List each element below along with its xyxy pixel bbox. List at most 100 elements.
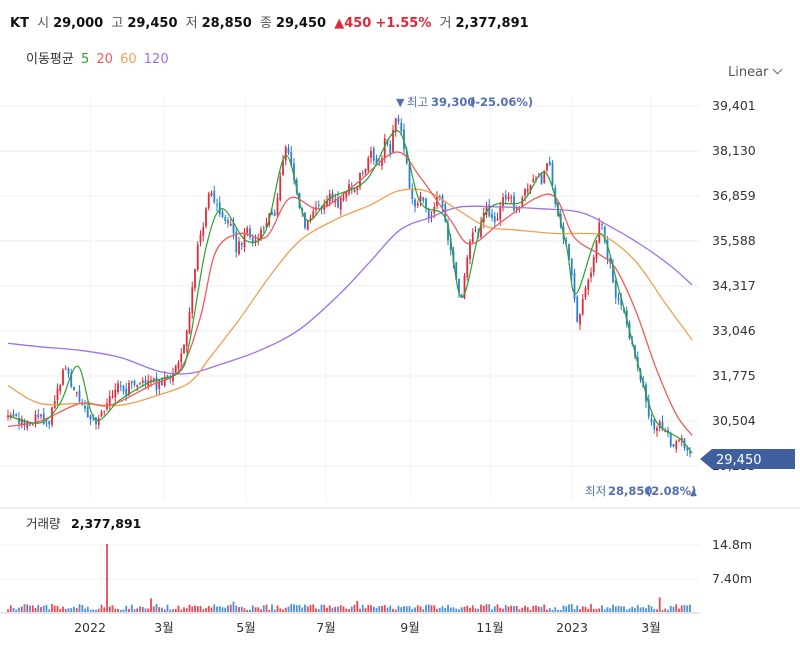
volume-bar <box>543 604 546 612</box>
candle-body <box>381 158 383 166</box>
candle-body <box>455 262 458 280</box>
candle-body <box>48 420 51 425</box>
volume-bar <box>331 607 334 612</box>
volume-bar <box>414 607 416 612</box>
volume-bar <box>606 607 609 612</box>
volume-bar <box>48 609 51 612</box>
volume-bar <box>359 608 361 612</box>
low-label: 저 <box>185 16 198 31</box>
volume-bar <box>240 606 243 612</box>
change-percent: +1.55% <box>375 16 432 31</box>
volume-bar <box>480 604 482 612</box>
candle-body <box>42 413 45 424</box>
volume-bar <box>491 609 493 612</box>
candle-body <box>496 218 499 221</box>
candle-body <box>546 163 548 171</box>
moving-average-legend[interactable]: 이동평균 5 20 60 120 <box>26 48 172 67</box>
volume-bar <box>447 605 449 612</box>
candle-body <box>617 298 620 300</box>
volume-bar <box>405 606 408 612</box>
volume-bar <box>683 605 686 612</box>
candle-body <box>130 381 133 383</box>
close-value: 29,450 <box>275 16 327 31</box>
price-tick: 34,317 <box>712 278 756 293</box>
candle-body <box>317 204 320 206</box>
candle-body <box>92 418 95 420</box>
candle-body <box>650 418 653 423</box>
volume-bar <box>12 608 15 612</box>
candle-body <box>488 204 491 217</box>
candle-body <box>584 287 587 298</box>
candle-body <box>73 387 75 391</box>
candle-body <box>521 197 524 208</box>
volume-bar <box>323 604 326 612</box>
candle-body <box>196 244 199 270</box>
volume-bar <box>147 608 150 612</box>
volume-bar <box>474 608 477 612</box>
volume-bar <box>150 598 152 612</box>
volume-bar <box>554 607 557 612</box>
candle-body <box>515 208 518 210</box>
volume-bar <box>568 604 570 612</box>
candle-body <box>540 173 543 184</box>
volume-bar <box>279 608 282 612</box>
volume-bar <box>224 607 227 612</box>
candle-body <box>449 239 452 251</box>
volume-bar <box>603 609 606 612</box>
volume-bar <box>251 605 254 612</box>
low-annotation-label: 최저 <box>585 484 606 498</box>
candle-body <box>238 241 240 255</box>
candle-body <box>309 217 312 220</box>
candle-body <box>155 377 158 391</box>
volume-bar <box>9 605 12 612</box>
volume-bar <box>458 609 460 612</box>
volume-bar <box>70 608 73 612</box>
volume-bar <box>620 606 623 612</box>
volume-bar <box>260 609 262 612</box>
candle-body <box>378 164 381 166</box>
volume-bar <box>645 608 647 612</box>
candle-body <box>31 424 34 426</box>
volume-bar <box>31 605 34 612</box>
volume-bar <box>576 605 579 612</box>
candle-body <box>279 176 282 201</box>
candle-body <box>177 362 180 368</box>
volume-bar <box>152 606 155 612</box>
candle-body <box>543 170 546 183</box>
candle-body <box>273 213 276 217</box>
volume-label: 거 <box>439 16 452 31</box>
volume-bar <box>403 606 405 612</box>
candle-body <box>125 388 128 396</box>
candle-body <box>356 187 359 190</box>
volume-bar <box>174 608 177 612</box>
volume-bar <box>136 608 139 612</box>
volume-bar <box>548 608 551 612</box>
candle-body <box>504 195 507 200</box>
volume-bar <box>496 604 499 612</box>
volume-bar <box>328 605 331 612</box>
volume-bar <box>243 608 246 612</box>
volume-panel-label: 거래량 <box>26 516 61 531</box>
candle-body <box>119 385 122 387</box>
volume-bar <box>493 606 496 612</box>
volume-bar <box>95 609 97 612</box>
candle-body <box>337 197 339 208</box>
volume-bar <box>111 605 114 612</box>
volume-bar <box>295 605 298 612</box>
candle-body <box>271 212 273 216</box>
candle-body <box>188 311 191 334</box>
volume-bar <box>469 607 471 612</box>
volume-bar <box>26 604 29 612</box>
candle-body <box>361 172 364 174</box>
candle-body <box>12 413 15 417</box>
volume-bar <box>664 608 667 612</box>
candle-body <box>620 297 623 306</box>
volume-bar <box>108 606 111 612</box>
volume-bar <box>312 604 315 612</box>
scale-selector[interactable]: Linear <box>728 64 783 80</box>
candle-body <box>680 437 683 441</box>
candle-body <box>306 220 309 230</box>
candle-body <box>339 198 342 210</box>
volume-bar <box>268 609 271 612</box>
